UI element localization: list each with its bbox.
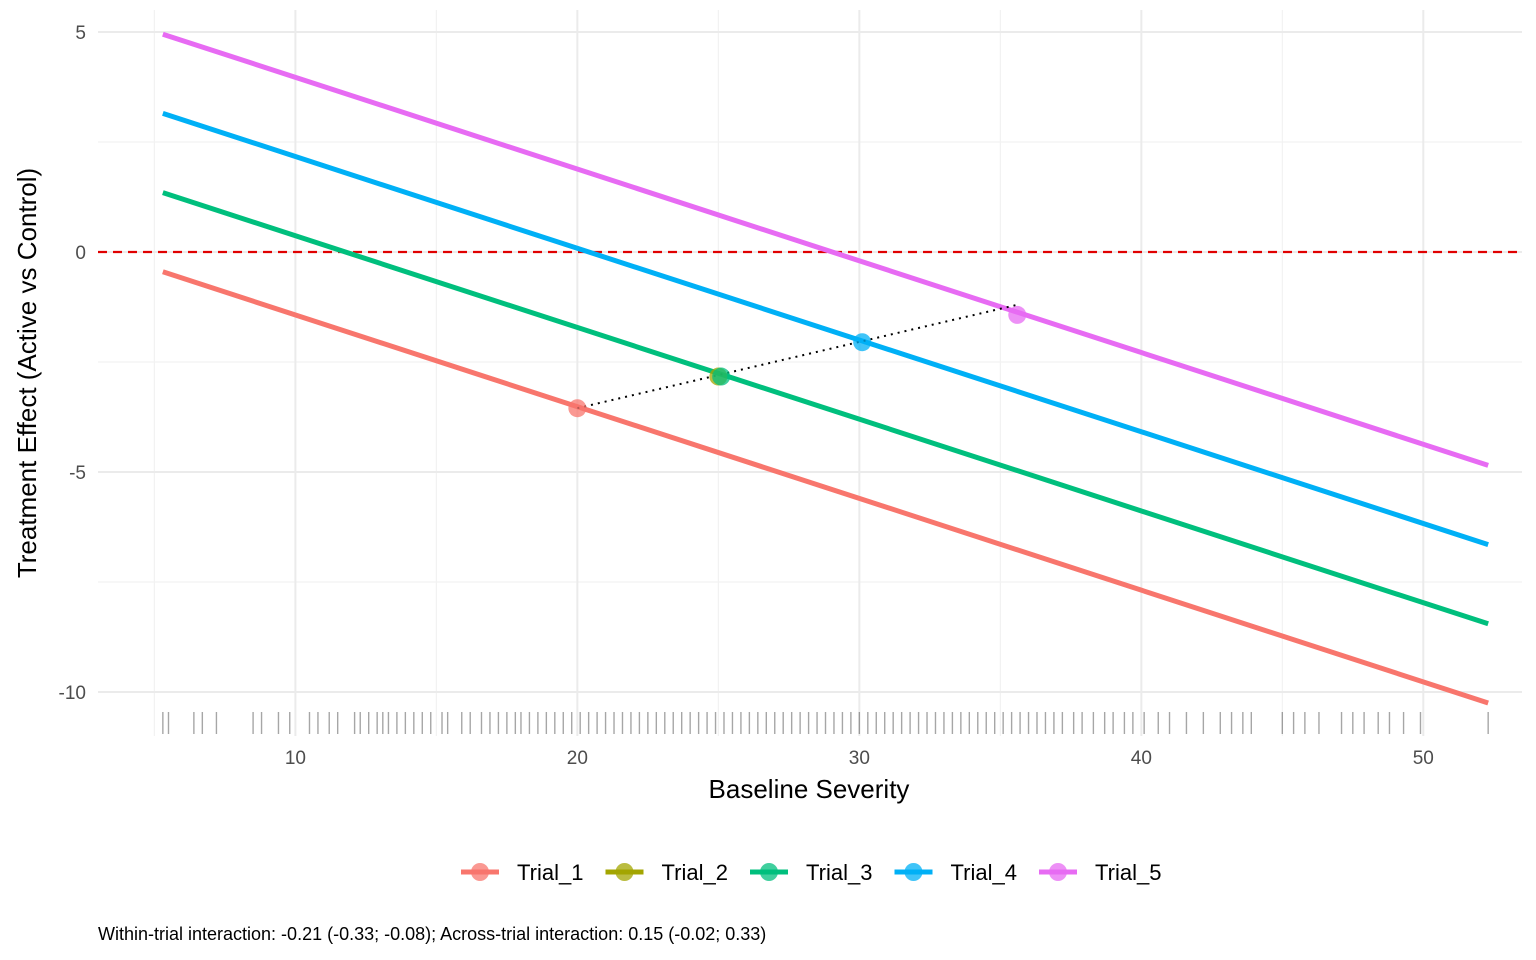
- x-tick-label: 10: [285, 748, 306, 769]
- across-trial-line: [577, 303, 1018, 410]
- legend-label: Trial_3: [806, 860, 872, 885]
- grid-minor: [98, 10, 1522, 736]
- y-tick-labels: -10 -5 0 5: [59, 23, 86, 704]
- legend-item-trial-4: Trial_4: [894, 860, 1017, 885]
- legend-key-point: [904, 863, 923, 881]
- series-line-trial-1: [162, 269, 1489, 706]
- y-tick-label: 0: [75, 243, 86, 264]
- mean-point-trial-5: [1008, 305, 1027, 324]
- x-tick-label: 30: [849, 748, 870, 769]
- legend-label: Trial_2: [662, 860, 728, 885]
- trial-mean-points: [568, 305, 1027, 418]
- caption: Within-trial interaction: -0.21 (-0.33; …: [98, 924, 766, 944]
- y-tick-label: 5: [75, 23, 86, 44]
- legend-label: Trial_4: [951, 860, 1017, 885]
- legend-item-trial-3: Trial_3: [750, 860, 872, 885]
- series-line-trial-4: [162, 111, 1489, 547]
- series-lines: [162, 31, 1489, 706]
- legend: Trial_1 Trial_2 Trial_3 Trial_4 Trial_5: [461, 860, 1161, 885]
- series-line-trial-5: [162, 31, 1489, 468]
- mean-point-trial-4: [853, 333, 872, 352]
- x-tick-label: 40: [1131, 748, 1152, 769]
- legend-key-point: [471, 863, 489, 881]
- mean-point-trial-3: [712, 367, 731, 386]
- legend-item-trial-2: Trial_2: [605, 860, 728, 885]
- legend-key-point: [1049, 863, 1067, 881]
- x-tick-labels: 10 20 30 40 50: [285, 748, 1434, 769]
- y-tick-label: -5: [69, 463, 86, 484]
- across-trial-dotted-line: [577, 303, 1018, 410]
- legend-item-trial-5: Trial_5: [1039, 860, 1161, 885]
- legend-label: Trial_1: [517, 860, 583, 885]
- legend-item-trial-1: Trial_1: [461, 860, 583, 885]
- legend-key-point: [760, 863, 778, 881]
- mean-point-trial-1: [568, 399, 587, 418]
- y-axis-title: Treatment Effect (Active vs Control): [12, 168, 42, 578]
- x-axis-title: Baseline Severity: [709, 774, 910, 804]
- grid-major: [98, 10, 1522, 736]
- series-line-trial-3: [162, 190, 1489, 627]
- y-tick-label: -10: [59, 683, 86, 704]
- rug-marks: [162, 712, 1489, 734]
- x-tick-label: 50: [1413, 748, 1434, 769]
- legend-key-point: [615, 863, 634, 881]
- x-tick-label: 20: [567, 748, 588, 769]
- legend-label: Trial_5: [1095, 860, 1161, 885]
